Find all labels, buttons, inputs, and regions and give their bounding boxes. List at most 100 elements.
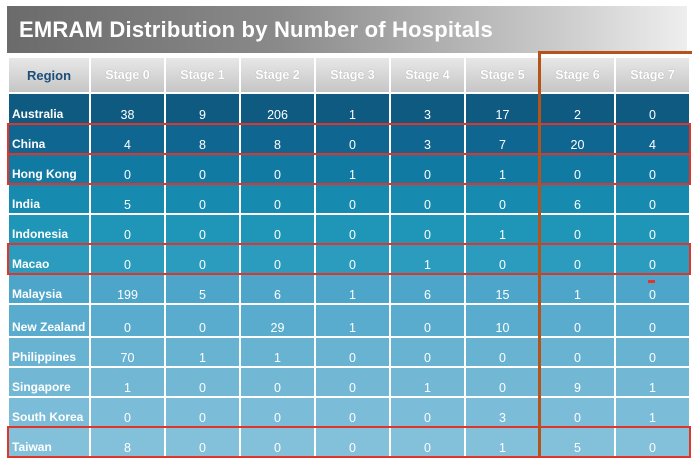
value-cell: 1 xyxy=(466,215,539,243)
table-row: Hong Kong 0 0 0 1 0 1 0 0 xyxy=(9,155,689,183)
column-header-stage-5: Stage 5 xyxy=(466,58,539,92)
value-cell: 0 xyxy=(616,245,689,273)
value-cell: 0 xyxy=(391,215,464,243)
value-cell: 1 xyxy=(316,155,389,183)
value-cell: 1 xyxy=(541,275,614,303)
table-row: Indonesia 0 0 0 0 0 1 0 0 xyxy=(9,215,689,243)
value-cell: 0 xyxy=(241,428,314,456)
value-cell: 17 xyxy=(466,94,539,123)
title-bar: EMRAM Distribution by Number of Hospital… xyxy=(7,6,687,53)
value-cell: 0 xyxy=(616,338,689,366)
value-cell: 2 xyxy=(541,94,614,123)
region-cell: Malaysia xyxy=(9,275,89,303)
value-cell: 5 xyxy=(541,428,614,456)
value-cell: 0 xyxy=(541,245,614,273)
value-cell: 0 xyxy=(241,245,314,273)
region-cell: Philippines xyxy=(9,338,89,366)
region-cell: India xyxy=(9,185,89,213)
value-cell: 0 xyxy=(241,215,314,243)
region-cell: Australia xyxy=(9,94,89,123)
value-cell: 0 xyxy=(91,305,164,336)
value-cell: 1 xyxy=(616,368,689,396)
value-cell: 0 xyxy=(541,398,614,426)
region-cell: Macao xyxy=(9,245,89,273)
annotation-mark xyxy=(647,280,655,283)
table-row: India 5 0 0 0 0 0 6 0 xyxy=(9,185,689,213)
value-cell: 0 xyxy=(466,368,539,396)
value-cell: 6 xyxy=(241,275,314,303)
value-cell: 0 xyxy=(241,185,314,213)
value-cell: 0 xyxy=(391,398,464,426)
value-cell: 1 xyxy=(466,155,539,183)
value-cell: 0 xyxy=(616,155,689,183)
value-cell: 0 xyxy=(391,185,464,213)
value-cell: 20 xyxy=(541,125,614,153)
value-cell: 1 xyxy=(166,338,239,366)
column-header-stage-7: Stage 7 xyxy=(616,58,689,92)
value-cell: 6 xyxy=(541,185,614,213)
chart-title: EMRAM Distribution by Number of Hospital… xyxy=(19,17,493,42)
value-cell: 1 xyxy=(316,94,389,123)
column-header-stage-3: Stage 3 xyxy=(316,58,389,92)
region-cell: New Zealand xyxy=(9,305,89,336)
column-header-stage-4: Stage 4 xyxy=(391,58,464,92)
value-cell: 0 xyxy=(316,398,389,426)
value-cell: 0 xyxy=(616,305,689,336)
value-cell: 0 xyxy=(541,155,614,183)
value-cell: 5 xyxy=(166,275,239,303)
value-cell: 1 xyxy=(391,368,464,396)
emram-table: Region Stage 0 Stage 1 Stage 2 Stage 3 Stage … xyxy=(7,56,691,458)
table-body: Australia 38 9 206 1 3 17 2 0 China 4 8 8 0 3 7 20 4 Hong … xyxy=(9,94,689,456)
value-cell: 0 xyxy=(166,245,239,273)
value-cell: 0 xyxy=(316,368,389,396)
table-row: Taiwan 8 0 0 0 0 1 5 0 xyxy=(9,428,689,456)
emram-table-container: Region Stage 0 Stage 1 Stage 2 Stage 3 Stage … xyxy=(7,56,690,456)
region-cell: Taiwan xyxy=(9,428,89,456)
table-row: China 4 8 8 0 3 7 20 4 xyxy=(9,125,689,153)
table-row: Australia 38 9 206 1 3 17 2 0 xyxy=(9,94,689,123)
value-cell: 0 xyxy=(91,215,164,243)
value-cell: 0 xyxy=(316,428,389,456)
value-cell: 0 xyxy=(166,185,239,213)
value-cell: 0 xyxy=(541,215,614,243)
value-cell: 10 xyxy=(466,305,539,336)
value-cell: 0 xyxy=(391,338,464,366)
value-cell: 0 xyxy=(541,305,614,336)
value-cell: 8 xyxy=(91,428,164,456)
region-cell: Singapore xyxy=(9,368,89,396)
value-cell: 0 xyxy=(166,305,239,336)
column-header-stage-1: Stage 1 xyxy=(166,58,239,92)
value-cell: 8 xyxy=(166,125,239,153)
value-cell: 0 xyxy=(166,215,239,243)
value-cell: 29 xyxy=(241,305,314,336)
value-cell: 5 xyxy=(91,185,164,213)
value-cell: 206 xyxy=(241,94,314,123)
value-cell: 9 xyxy=(541,368,614,396)
region-cell: China xyxy=(9,125,89,153)
value-cell: 3 xyxy=(466,398,539,426)
table-row: Philippines 70 1 1 0 0 0 0 0 xyxy=(9,338,689,366)
value-cell: 1 xyxy=(391,245,464,273)
column-header-region: Region xyxy=(9,58,89,92)
table-row: Singapore 1 0 0 0 1 0 9 1 xyxy=(9,368,689,396)
value-cell: 0 xyxy=(316,125,389,153)
value-cell: 0 xyxy=(616,215,689,243)
value-cell: 1 xyxy=(616,398,689,426)
value-cell: 0 xyxy=(166,368,239,396)
value-cell: 8 xyxy=(241,125,314,153)
value-cell: 0 xyxy=(616,428,689,456)
value-cell: 0 xyxy=(241,368,314,396)
region-cell: South Korea xyxy=(9,398,89,426)
value-cell: 7 xyxy=(466,125,539,153)
header-row: Region Stage 0 Stage 1 Stage 2 Stage 3 Stage … xyxy=(9,58,689,92)
value-cell: 6 xyxy=(391,275,464,303)
value-cell: 4 xyxy=(616,125,689,153)
value-cell: 3 xyxy=(391,94,464,123)
value-cell: 0 xyxy=(91,398,164,426)
table-row: Macao 0 0 0 0 1 0 0 0 xyxy=(9,245,689,273)
value-cell: 1 xyxy=(316,275,389,303)
column-header-stage-0: Stage 0 xyxy=(91,58,164,92)
value-cell: 9 xyxy=(166,94,239,123)
value-cell: 1 xyxy=(316,305,389,336)
value-cell: 0 xyxy=(91,155,164,183)
